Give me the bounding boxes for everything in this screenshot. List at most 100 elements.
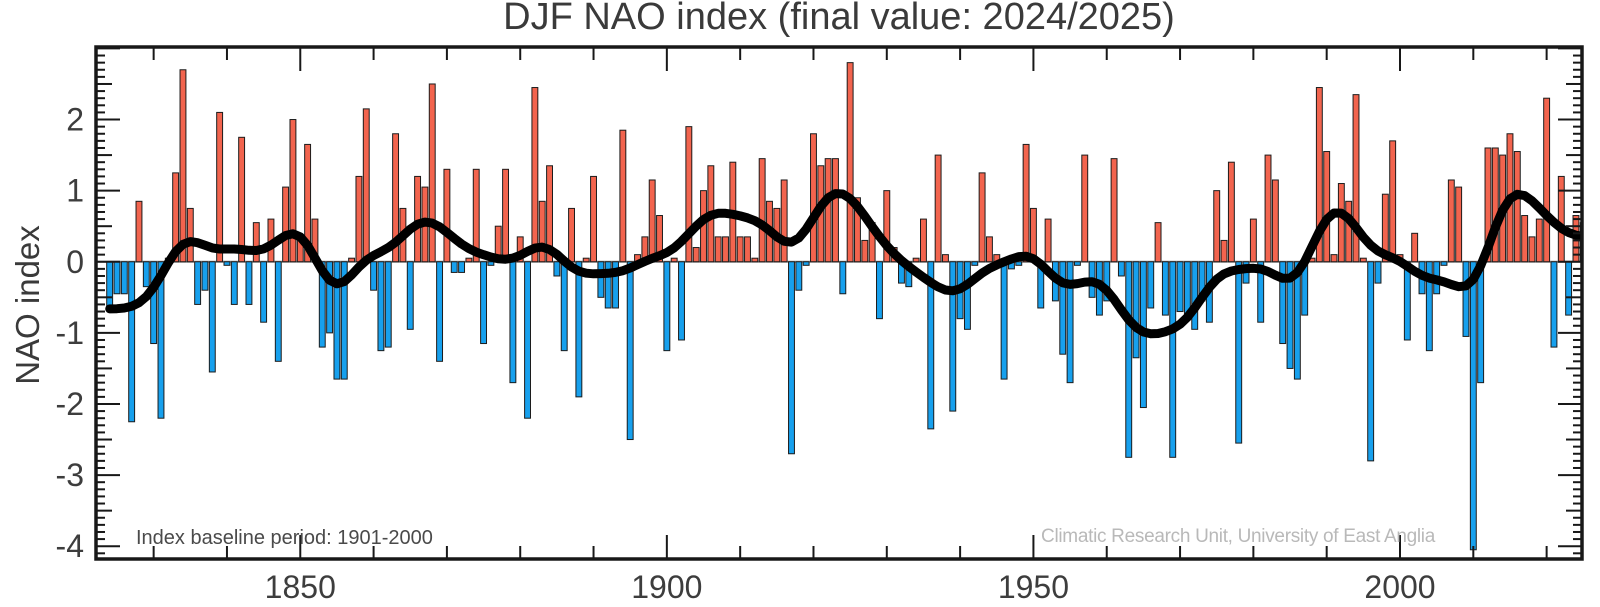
- bar-2013: [1491, 147, 1499, 263]
- bar-1904: [692, 247, 700, 263]
- plot-area: [96, 62, 1582, 551]
- bar-1873: [465, 257, 473, 263]
- bar-1997: [1374, 261, 1382, 284]
- smoothed-nao-curve: [105, 189, 1582, 339]
- bar-1857: [348, 257, 356, 263]
- bar-1891: [597, 261, 605, 298]
- axis-ticks: [96, 47, 1582, 559]
- bar-1976: [1220, 239, 1228, 263]
- bar-1948: [1015, 261, 1023, 266]
- bar-2009: [1462, 261, 1470, 337]
- bar-1860: [370, 261, 378, 291]
- bar-1889: [582, 257, 590, 263]
- bar-1912: [751, 257, 759, 263]
- bar-1938: [942, 254, 949, 263]
- bar-1874: [472, 168, 480, 263]
- bar-1954: [1059, 261, 1067, 355]
- bar-2002: [1411, 232, 1419, 263]
- bar-2019: [1535, 218, 1543, 263]
- y-tick-label-2: 2: [66, 102, 84, 138]
- bar-2016: [1513, 151, 1521, 263]
- bar-1883: [538, 200, 546, 263]
- bar-2020: [1543, 97, 1551, 263]
- bar-1972: [1191, 261, 1199, 330]
- bar-1918: [795, 261, 803, 291]
- bar-1829: [142, 261, 150, 288]
- bar-1837: [201, 261, 209, 291]
- bar-1924: [839, 261, 847, 295]
- bar-2006: [1440, 261, 1448, 266]
- bar-1966: [1147, 261, 1155, 309]
- bar-1843: [245, 261, 253, 305]
- bar-1961: [1110, 158, 1118, 263]
- bar-1955: [1066, 261, 1074, 384]
- y-tick-label--1: -1: [56, 315, 84, 351]
- bar-1831: [157, 261, 165, 419]
- bar-1827: [128, 261, 136, 423]
- bar-1962: [1117, 261, 1125, 277]
- bar-1926: [854, 197, 861, 263]
- bar-1847: [274, 261, 282, 362]
- bar-1849: [289, 119, 297, 263]
- bar-1834: [179, 69, 187, 263]
- bar-1989: [1315, 87, 1323, 263]
- bar-1901: [670, 257, 678, 263]
- bar-1943: [978, 172, 986, 263]
- bar-1927: [861, 239, 869, 263]
- bar-1882: [531, 87, 539, 263]
- bar-1946: [1000, 261, 1008, 380]
- bar-1859: [362, 108, 370, 263]
- bar-1892: [604, 261, 612, 309]
- bar-2012: [1484, 147, 1492, 263]
- x-tick-label-1900: 1900: [631, 569, 702, 605]
- bar-1956: [1073, 261, 1081, 266]
- bar-2022: [1557, 175, 1565, 263]
- bar-1984: [1279, 261, 1287, 345]
- bar-1885: [553, 261, 561, 277]
- bar-1903: [685, 126, 693, 263]
- bar-1838: [208, 261, 216, 373]
- bar-1855: [333, 261, 341, 380]
- bar-1910: [736, 236, 744, 263]
- bar-1986: [1293, 261, 1301, 380]
- bar-1835: [186, 207, 194, 263]
- baseline-period-annotation: Index baseline period: 1901-2000: [136, 527, 433, 549]
- bar-2018: [1528, 236, 1536, 263]
- bar-1884: [546, 165, 553, 263]
- bar-2010: [1469, 261, 1477, 551]
- bar-1982: [1264, 154, 1272, 263]
- bar-1970: [1176, 261, 1184, 313]
- bar-1886: [560, 261, 568, 352]
- bar-1872: [458, 261, 466, 273]
- bar-1825: [113, 261, 121, 295]
- bar-1875: [480, 261, 488, 345]
- bar-2023: [1565, 261, 1573, 316]
- bar-1842: [238, 136, 246, 263]
- bar-1949: [1022, 143, 1030, 263]
- bar-1858: [355, 175, 363, 263]
- bar-1870: [443, 168, 451, 263]
- bar-1995: [1359, 257, 1367, 263]
- bar-1830: [150, 261, 158, 345]
- axes-frame: [94, 45, 1584, 561]
- bar-1957: [1081, 154, 1089, 263]
- bar-1998: [1381, 193, 1389, 263]
- bar-series: [106, 62, 1582, 551]
- bar-1856: [340, 261, 348, 380]
- bar-2001: [1403, 261, 1411, 341]
- bar-1920: [810, 133, 817, 263]
- bar-1977: [1227, 161, 1235, 263]
- bar-1944: [985, 236, 993, 263]
- bar-1929: [876, 261, 883, 320]
- bar-1845: [260, 261, 268, 323]
- bar-1828: [135, 200, 143, 263]
- bar-2021: [1550, 261, 1558, 348]
- bar-1839: [216, 111, 224, 263]
- bar-1902: [678, 261, 685, 341]
- bar-1848: [282, 186, 290, 263]
- bar-1964: [1132, 261, 1140, 359]
- bar-1985: [1286, 261, 1294, 369]
- bar-1876: [487, 261, 495, 266]
